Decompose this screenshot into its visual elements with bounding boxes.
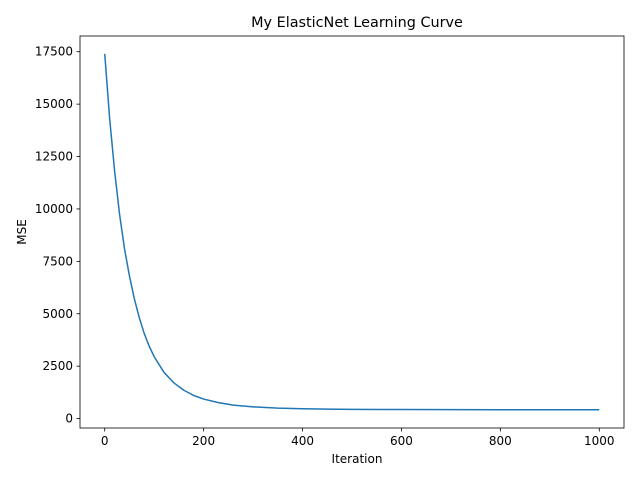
y-tick-label-10000: 10000 bbox=[35, 202, 73, 216]
x-tick-label-400: 400 bbox=[291, 434, 314, 448]
x-axis-label: Iteration bbox=[332, 452, 383, 466]
plot-area: 0 200 400 600 800 100002500500075001000012500… bbox=[35, 35, 625, 448]
y-tick-label-15000: 15000 bbox=[35, 97, 73, 111]
chart-title: My ElasticNet Learning Curve bbox=[251, 15, 463, 31]
series-line-0 bbox=[103, 53, 600, 411]
y-tick-label-5000: 5000 bbox=[42, 307, 73, 321]
x-tick-label-1000: 1000 bbox=[584, 434, 615, 448]
y-tick-label-17500: 17500 bbox=[35, 45, 73, 59]
y-tick-label-0: 0 bbox=[65, 412, 73, 426]
y-tick-label-7500: 7500 bbox=[42, 254, 73, 268]
x-tick-label-0: 0 bbox=[101, 434, 109, 448]
y-tick-label-12500: 12500 bbox=[35, 150, 73, 164]
y-axis-label: MSE bbox=[15, 219, 29, 245]
x-tick-label-600: 600 bbox=[390, 434, 413, 448]
x-tick-label-200: 200 bbox=[192, 434, 215, 448]
plot-frame bbox=[79, 35, 625, 429]
x-tick-label-800: 800 bbox=[489, 434, 512, 448]
y-tick-label-2500: 2500 bbox=[42, 359, 73, 373]
